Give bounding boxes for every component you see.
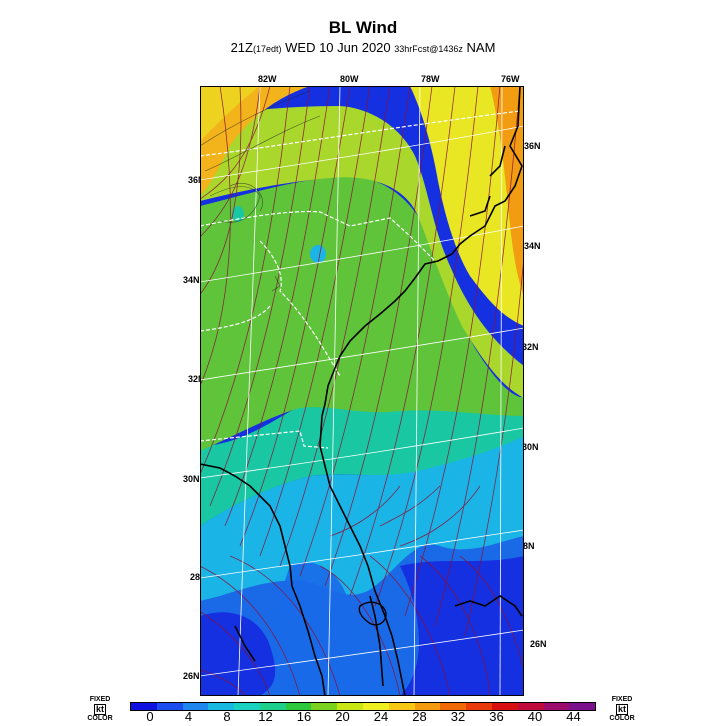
colorbar-swatch — [491, 703, 518, 710]
colorbar-swatch — [131, 703, 157, 710]
colorbar-swatch — [388, 703, 415, 710]
colorbar-swatch — [156, 703, 183, 710]
left-label-top: FIXED — [89, 696, 111, 703]
lat-label-left-34n: 34N — [183, 275, 200, 285]
colorbar-tick-label: 0 — [146, 709, 154, 724]
colorbar-tick-label: 8 — [223, 709, 231, 724]
lat-label-left-26n: 26N — [183, 671, 200, 681]
right-label-bot: COLOR — [609, 715, 635, 722]
left-label-mid: kt — [93, 704, 106, 715]
colorbar-swatch — [543, 703, 570, 710]
grid-lines — [200, 86, 524, 696]
forecast-info: 33hrFcst@1436z — [394, 44, 463, 54]
colorbar-tick-label: 12 — [258, 709, 273, 724]
colorbar-swatch — [259, 703, 286, 710]
colorbar-swatch — [363, 703, 389, 710]
field-cyan — [200, 431, 524, 601]
valid-date: WED 10 Jun 2020 — [281, 40, 395, 55]
lat-label-right-28n: 28N — [518, 541, 535, 551]
field-cyan-patch-2 — [232, 206, 244, 222]
colorbar-swatch — [285, 703, 312, 710]
wind-map — [200, 86, 524, 696]
lat-label-right-30n: 30N — [522, 442, 539, 452]
colorbar-left-label: FIXED kt COLOR — [84, 696, 116, 723]
right-label-mid: kt — [615, 704, 628, 715]
map-subtitle: 21Z(17edt) WED 10 Jun 2020 33hrFcst@1436… — [0, 40, 726, 55]
colorbar-swatch — [234, 703, 260, 710]
colorbar-swatch — [440, 703, 467, 710]
lat-label-right-32n: 32N — [522, 342, 539, 352]
local-time: (17edt) — [252, 44, 282, 54]
valid-time: 21Z — [230, 40, 253, 55]
colorbar-swatch — [311, 703, 338, 710]
colorbar-swatch — [337, 703, 364, 710]
colorbar-tick-label: 40 — [527, 709, 543, 724]
lat-label-right-26n: 26N — [530, 639, 547, 649]
lon-label-82w: 82W — [258, 74, 277, 84]
field-yellow-nw — [200, 86, 260, 141]
colorbar-scale — [130, 702, 596, 711]
lon-label-76w: 76W — [501, 74, 520, 84]
colorbar-tick-label: 44 — [566, 709, 581, 724]
colorbar-swatch — [569, 703, 596, 710]
field-deep-blue-sw — [200, 612, 276, 696]
lat-label-right-34n: 34N — [524, 241, 541, 251]
coastline — [200, 86, 523, 696]
colorbar-swatch — [414, 703, 441, 710]
colorbar-swatch — [517, 703, 544, 710]
left-label-bot: COLOR — [87, 715, 113, 722]
field-cyan-patch-1 — [310, 245, 326, 263]
colorbar-tick-label: 36 — [489, 709, 504, 724]
lat-label-left-30n: 30N — [183, 474, 200, 484]
lon-label-80w: 80W — [340, 74, 359, 84]
field-yellow — [410, 86, 524, 326]
colorbar-ticks: 0 4 8 12 16 20 24 28 32 36 40 44 — [130, 709, 594, 725]
lat-label-left-28n: 28N — [190, 572, 207, 582]
lat-label-left-36n: 36N — [188, 175, 205, 185]
colorbar-tick-label: 20 — [335, 709, 350, 724]
colorbar-tick-label: 4 — [184, 709, 193, 724]
colorbar-tick-label: 32 — [450, 709, 466, 724]
state-borders — [200, 110, 521, 449]
lat-label-right-36n: 36N — [524, 141, 541, 151]
terrain-contours — [200, 90, 321, 292]
field-deep-blue-se — [400, 556, 524, 696]
model-name: NAM — [462, 40, 496, 55]
lon-label-78w: 78W — [421, 74, 440, 84]
lat-label-left-32n: 32N — [188, 374, 205, 384]
colorbar-swatch — [208, 703, 235, 710]
colorbar-tick-label: 24 — [373, 709, 389, 724]
field-teal — [200, 396, 524, 526]
colorbar-swatch — [182, 703, 209, 710]
colorbar-tick-label: 28 — [412, 709, 427, 724]
colorbar-tick-label: 16 — [296, 709, 312, 724]
field-green — [200, 175, 524, 451]
field-yellow-green — [200, 106, 524, 398]
colorbar-swatch — [466, 703, 492, 710]
colorbar-right-label: FIXED kt COLOR — [604, 696, 640, 723]
map-title: BL Wind — [328, 18, 398, 37]
right-label-top: FIXED — [611, 696, 633, 703]
